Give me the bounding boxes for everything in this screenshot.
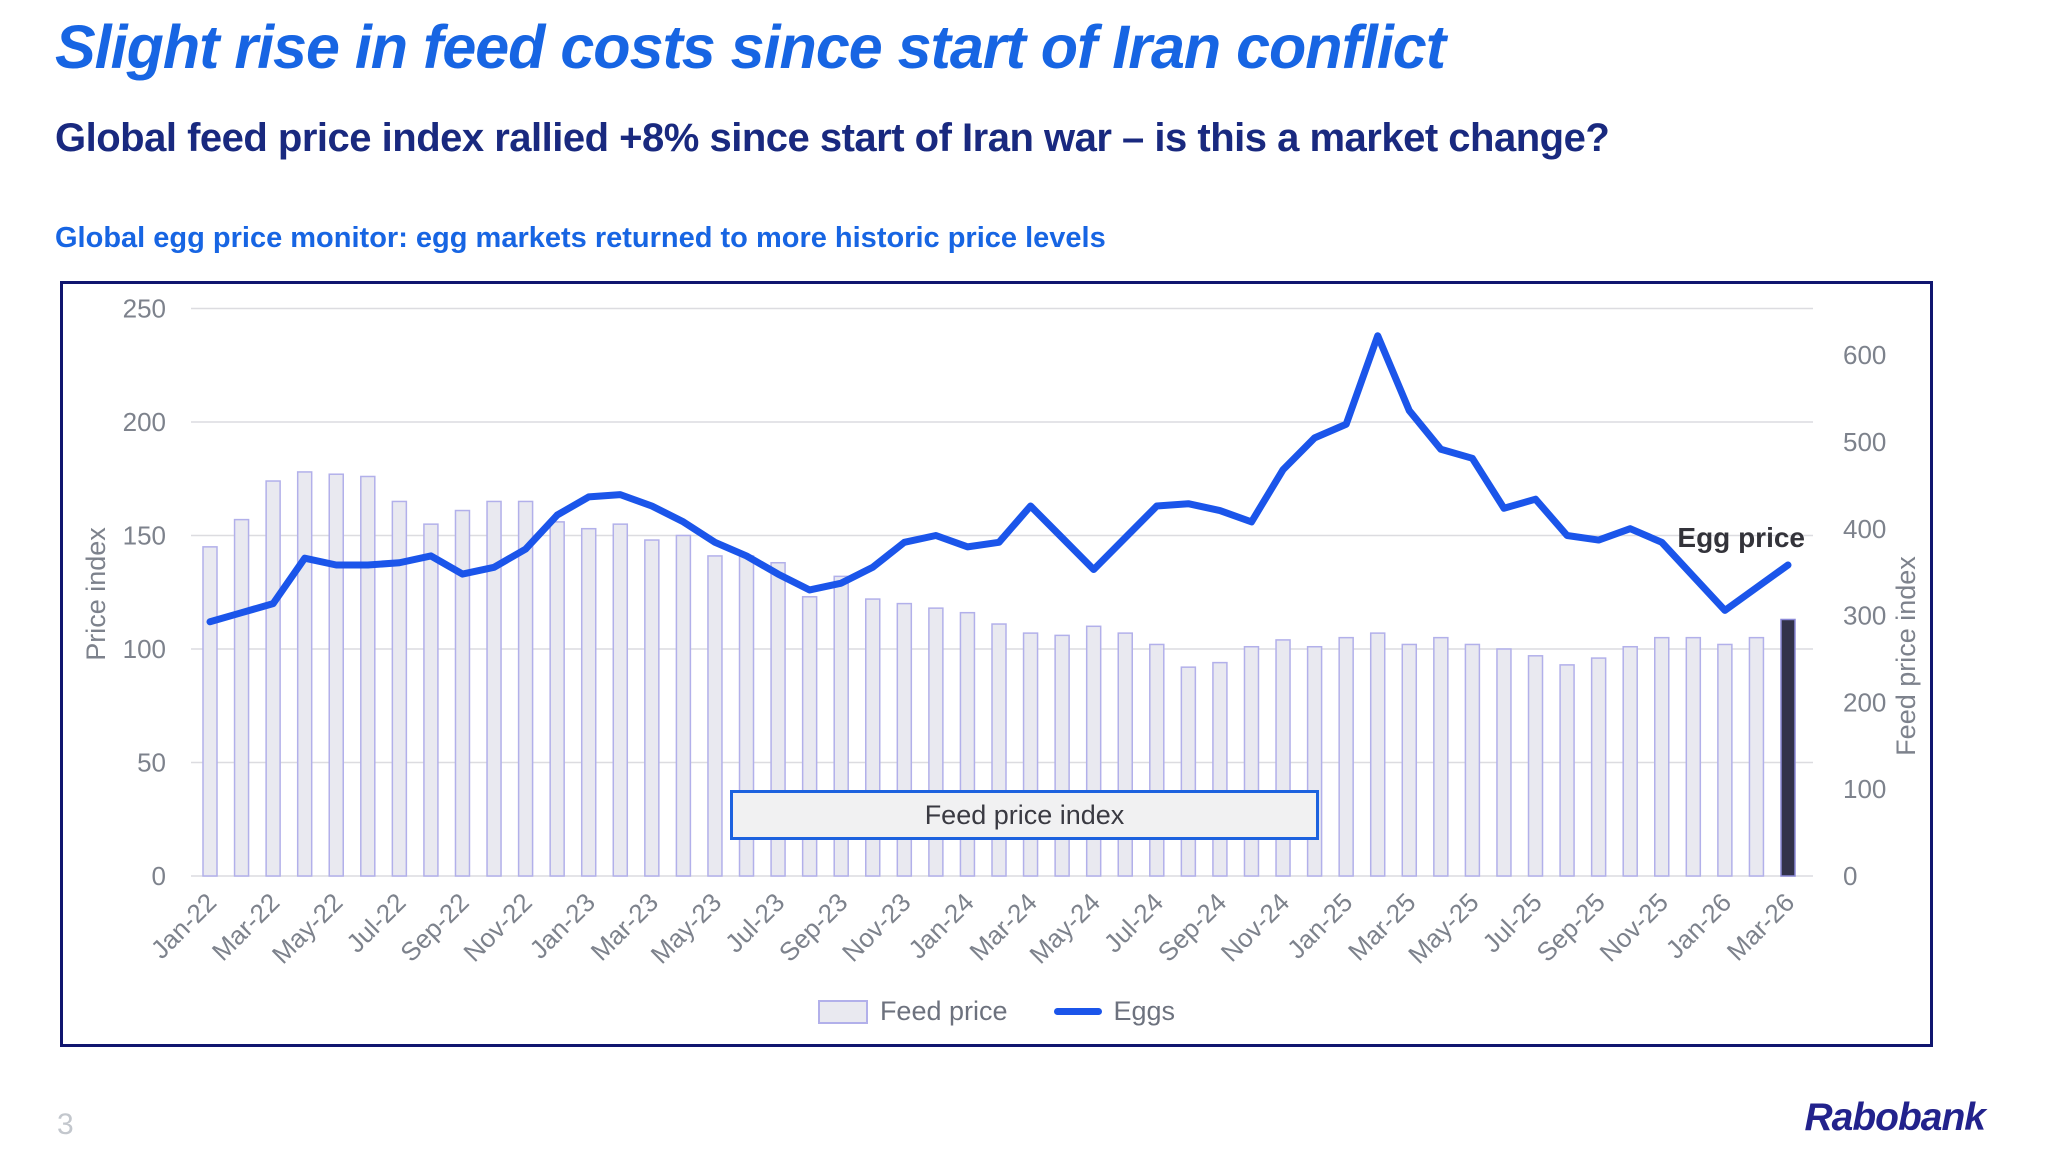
right-axis-tick-label: 300 bbox=[1843, 601, 1886, 631]
feed-price-bar bbox=[1243, 645, 1260, 877]
x-tick-label: May-23 bbox=[645, 887, 728, 970]
feed-price-bar bbox=[360, 475, 376, 877]
left-axis-tick-label: 50 bbox=[137, 748, 166, 778]
feed-price-bar bbox=[1433, 636, 1449, 877]
feed-price-swatch-icon bbox=[817, 999, 868, 1024]
x-tick-label: Jan-25 bbox=[1281, 887, 1358, 964]
egg-price-annotation: Egg price bbox=[1677, 522, 1805, 553]
feed-price-bar bbox=[517, 500, 534, 877]
x-tick-label: Sep-23 bbox=[773, 887, 853, 967]
chart-frame: 0 50 100 150 200 250 0 100 200 300 400 500 600 Price … bbox=[60, 281, 1933, 1047]
feed-price-bar bbox=[1275, 639, 1291, 877]
feed-price-bar bbox=[454, 509, 471, 877]
feed-price-bar bbox=[1212, 661, 1228, 877]
x-tick-label: May-22 bbox=[266, 887, 349, 970]
feed-price-bar bbox=[675, 534, 692, 877]
feed-price-bar bbox=[1180, 666, 1197, 877]
feed-price-bar bbox=[1559, 664, 1575, 877]
x-tick-label: Jan-24 bbox=[902, 887, 979, 964]
feed-price-bar bbox=[1464, 643, 1481, 877]
right-axis-tick-label: 600 bbox=[1843, 340, 1886, 370]
feed-price-bar bbox=[1369, 632, 1386, 877]
feed-price-bar bbox=[1306, 645, 1323, 877]
feed-price-bar bbox=[486, 500, 502, 877]
feed-price-bar bbox=[1149, 643, 1165, 877]
eggs-line bbox=[206, 332, 1792, 626]
right-axis-tick-label: 0 bbox=[1843, 861, 1857, 891]
feed-price-bar bbox=[265, 480, 281, 877]
left-axis-tick-label: 0 bbox=[152, 861, 166, 891]
x-tick-label: Jan-22 bbox=[145, 887, 222, 964]
feed-price-bar bbox=[644, 539, 660, 877]
x-tick-label: Nov-25 bbox=[1594, 887, 1674, 967]
x-tick-label: Sep-22 bbox=[394, 887, 474, 967]
x-tick-label: Jan-23 bbox=[524, 887, 601, 964]
page-subtitle: Global feed price index rallied +8% sinc… bbox=[55, 116, 1610, 160]
feed-price-bar bbox=[1527, 655, 1544, 877]
x-tick-label: May-24 bbox=[1023, 887, 1106, 970]
x-tick-label: Mar-26 bbox=[1721, 887, 1800, 966]
x-tick-label: Sep-25 bbox=[1530, 887, 1610, 967]
feed-price-index-annotation: Feed price index bbox=[730, 790, 1319, 840]
feed-price-bar bbox=[391, 500, 408, 877]
page-title: Slight rise in feed costs since start of… bbox=[55, 13, 1446, 81]
feed-price-bar bbox=[612, 523, 629, 877]
right-axis-tick-label: 100 bbox=[1843, 774, 1886, 804]
feed-price-bar bbox=[1748, 636, 1765, 877]
left-axis-tick-label: 100 bbox=[123, 634, 166, 664]
x-tick-label: Nov-22 bbox=[457, 887, 537, 967]
right-axis-title: Feed price index bbox=[1891, 556, 1921, 756]
feed-price-bar bbox=[1717, 643, 1733, 877]
feed-price-bar bbox=[1401, 643, 1418, 877]
x-tick-label: Jan-26 bbox=[1660, 887, 1737, 964]
feed-price-bar bbox=[1338, 636, 1354, 877]
right-axis-tick-label: 200 bbox=[1843, 687, 1886, 717]
left-axis-tick-label: 250 bbox=[123, 294, 166, 324]
page-number: 3 bbox=[57, 1108, 74, 1141]
feed-price-bar bbox=[707, 555, 723, 877]
feed-price-bar bbox=[549, 521, 565, 877]
left-axis-tick-label: 200 bbox=[123, 407, 166, 437]
feed-price-bar bbox=[1654, 636, 1670, 877]
feed-price-bar bbox=[423, 523, 439, 877]
right-axis-tick-label: 400 bbox=[1843, 514, 1886, 544]
feed-price-bar bbox=[296, 471, 313, 877]
feed-price-bar bbox=[1622, 645, 1638, 877]
x-tick-label: May-25 bbox=[1402, 887, 1485, 970]
feed-price-bar bbox=[1590, 657, 1607, 877]
combo-chart: 0 50 100 150 200 250 0 100 200 300 400 500 600 Price … bbox=[81, 294, 1921, 970]
feed-price-bar bbox=[202, 546, 218, 877]
feed-price-bar bbox=[580, 527, 597, 877]
feed-price-bar bbox=[233, 518, 250, 877]
right-axis-tick-label: 500 bbox=[1843, 427, 1886, 457]
x-tick-label: Nov-24 bbox=[1215, 887, 1295, 967]
legend-label-eggs: Eggs bbox=[1113, 996, 1176, 1026]
chart-legend: Feed price Eggs bbox=[63, 996, 1930, 1027]
feed-price-bar-highlight bbox=[1780, 618, 1796, 877]
feed-price-bar bbox=[1496, 648, 1512, 877]
legend-label-feed-price: Feed price bbox=[879, 996, 1008, 1026]
rabobank-logo: Rabobank bbox=[1804, 1096, 1986, 1139]
chart-heading: Global egg price monitor: egg markets re… bbox=[55, 222, 1106, 254]
left-axis-tick-label: 150 bbox=[123, 521, 166, 551]
feed-price-bar bbox=[328, 473, 344, 877]
left-axis-title: Price index bbox=[81, 527, 111, 661]
x-tick-label: Nov-23 bbox=[836, 887, 916, 967]
eggs-line-swatch-icon bbox=[1053, 1008, 1102, 1015]
feed-price-bar bbox=[1685, 636, 1702, 877]
x-tick-label: Sep-24 bbox=[1152, 887, 1232, 967]
